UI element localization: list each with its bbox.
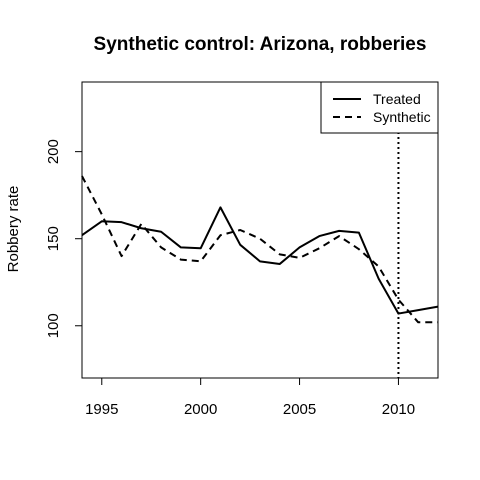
x-tick-label: 2010 — [382, 401, 415, 418]
legend: Treated Synthetic — [320, 81, 439, 134]
series-line-treated — [81, 206, 439, 315]
y-axis: 100 150 200 — [45, 139, 82, 338]
y-tick-label: 150 — [45, 226, 62, 251]
series-line-synthetic — [81, 175, 438, 324]
x-tick-label: 2005 — [283, 401, 316, 418]
legend-synthetic-label: Synthetic — [373, 109, 431, 125]
series-layer — [81, 82, 439, 378]
legend-treated-label: Treated — [373, 91, 421, 107]
y-tick-label: 200 — [45, 139, 62, 164]
x-tick-label: 2000 — [184, 401, 217, 418]
y-axis-label: Robbery rate — [5, 186, 22, 273]
x-tick-label: 1995 — [85, 401, 118, 418]
x-axis: 1995 2000 2005 2010 — [85, 378, 415, 418]
legend-box — [320, 81, 439, 134]
plot-frame — [81, 81, 439, 379]
y-tick-label: 100 — [45, 313, 62, 338]
chart-title: Synthetic control: Arizona, robberies — [94, 34, 427, 55]
